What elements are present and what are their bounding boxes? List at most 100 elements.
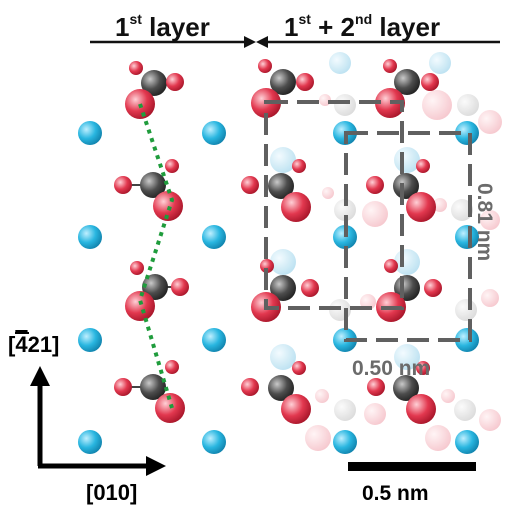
second-layer-faint	[270, 52, 502, 451]
faint-cation	[270, 249, 296, 275]
carbon-atom	[268, 375, 294, 401]
oxygen-atom	[406, 394, 436, 424]
first-layer-panel	[78, 61, 226, 454]
oxygen-atom-small	[260, 259, 274, 273]
cation-atom	[78, 328, 102, 352]
horizontal-axis-label: [010]	[86, 480, 137, 505]
vertical-axis-arrowhead	[30, 366, 50, 386]
faint-oxygen	[480, 210, 500, 230]
scale-bar-label: 0.5 nm	[362, 482, 429, 505]
faint-carbon	[334, 399, 356, 421]
oxygen-atom-small	[292, 361, 306, 375]
faint-oxygen	[425, 425, 451, 451]
carbon-atom	[141, 70, 167, 96]
faint-oxygen	[305, 425, 331, 451]
oxygen-atom	[406, 192, 436, 222]
unit-cell-first-layer	[264, 100, 404, 310]
oxygen-atom	[366, 176, 384, 194]
cation-atom	[455, 328, 479, 352]
cation-atom	[333, 430, 357, 454]
faint-oxygen	[422, 90, 452, 120]
faint-carbon	[334, 199, 356, 221]
carbon-atom	[394, 69, 420, 95]
faint-oxygen	[479, 409, 501, 431]
oxygen-atom-small	[292, 159, 306, 173]
faint-cation	[429, 52, 451, 74]
cation-atom	[202, 225, 226, 249]
carbon-atom	[140, 374, 166, 400]
oxygen-atom-small	[416, 361, 430, 375]
right-title: 1st + 2nd layer	[284, 11, 440, 42]
oxygen-atom	[421, 73, 439, 91]
vertical-axis-label: [421]	[8, 332, 59, 357]
carbon-atom	[270, 275, 296, 301]
header-arrow-right	[244, 36, 256, 48]
oxygen-atom	[114, 176, 132, 194]
oxygen-atom	[171, 278, 189, 296]
cation-atom	[78, 121, 102, 145]
cation-atom	[455, 225, 479, 249]
oxygen-atom	[241, 378, 259, 396]
faint-oxygen	[433, 198, 447, 212]
scale-bar	[348, 462, 476, 471]
faint-carbon	[454, 399, 476, 421]
carbon-atom	[140, 172, 166, 198]
faint-cation	[329, 52, 351, 74]
oxygen-atom	[296, 73, 314, 91]
oxygen-atom-small	[165, 360, 179, 374]
cation-atom	[202, 430, 226, 454]
header-arrow-left	[256, 36, 268, 48]
carbon-atom	[268, 173, 294, 199]
unit-cell-second-layer	[344, 131, 472, 342]
faint-oxygen	[481, 289, 499, 307]
faint-oxygen	[478, 110, 502, 134]
faint-cation	[394, 147, 420, 173]
faint-carbon	[455, 299, 477, 321]
height-dimension-label: 0.81 nm	[473, 183, 496, 261]
carbon-atom	[142, 274, 168, 300]
cation-atom	[455, 430, 479, 454]
header: 1st layer 1st + 2nd layer	[90, 11, 500, 48]
oxygen-atom	[125, 291, 155, 321]
horizontal-axis-arrowhead	[146, 456, 166, 476]
oxygen-atom-small	[165, 159, 179, 173]
oxygen-atom-small	[130, 261, 144, 275]
faint-cation	[270, 344, 296, 370]
carbon-atom	[393, 375, 419, 401]
oxygen-atom	[367, 378, 385, 396]
faint-oxygen	[441, 389, 455, 403]
faint-oxygen	[322, 187, 334, 199]
cation-atom	[78, 225, 102, 249]
faint-oxygen	[315, 389, 329, 403]
zigzag-chain-line	[137, 103, 175, 409]
oxygen-atom	[281, 192, 311, 222]
right-panel-first-layer	[241, 59, 479, 454]
faint-oxygen	[364, 403, 386, 425]
oxygen-atom	[241, 176, 259, 194]
left-title: 1st layer	[115, 11, 210, 42]
oxygen-atom	[166, 73, 184, 91]
crystal-axes: [421] [010]	[8, 332, 166, 505]
faint-cation	[394, 249, 420, 275]
oxygen-atom	[281, 394, 311, 424]
faint-carbon	[334, 94, 356, 116]
oxygen-atom	[114, 378, 132, 396]
oxygen-atom-small	[416, 159, 430, 173]
cation-atom	[78, 430, 102, 454]
faint-cation	[270, 147, 296, 173]
faint-carbon	[451, 199, 473, 221]
cation-atom	[455, 121, 479, 145]
faint-oxygen	[362, 201, 388, 227]
cation-atom	[202, 328, 226, 352]
oxygen-atom	[301, 279, 319, 297]
oxygen-atom-small	[384, 259, 398, 273]
oxygen-atom-small	[258, 59, 272, 73]
width-dimension-label: 0.50 nm	[352, 357, 430, 380]
faint-cation	[394, 344, 420, 370]
carbon-atom	[270, 69, 296, 95]
oxygen-atom-small	[129, 61, 143, 75]
oxygen-atom	[424, 279, 442, 297]
cation-atom	[202, 121, 226, 145]
oxygen-atom-small	[383, 59, 397, 73]
